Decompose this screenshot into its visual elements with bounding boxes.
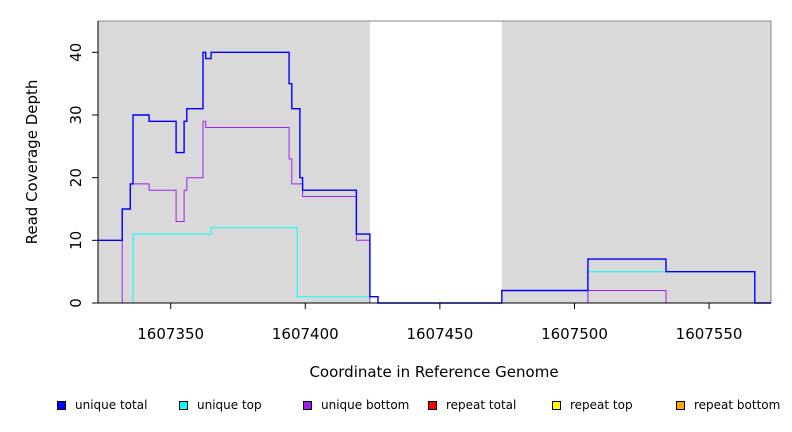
legend-swatch bbox=[303, 400, 312, 410]
legend-label: repeat top bbox=[570, 398, 633, 412]
legend-item-repeat-top: repeat top bbox=[552, 398, 633, 412]
legend-item-unique-total: unique total bbox=[57, 398, 147, 412]
y-tick-label: 0 bbox=[67, 298, 85, 308]
axis-ticks: 1607350 1607400 1607450 1607500 1607550 0 10 20… bbox=[67, 43, 742, 343]
legend-label: unique total bbox=[75, 398, 148, 412]
legend-swatch bbox=[179, 400, 188, 410]
legend-item-unique-bottom: unique bottom bbox=[303, 398, 409, 412]
legend-swatch bbox=[552, 400, 561, 410]
x-axis-label: Coordinate in Reference Genome bbox=[309, 363, 558, 381]
legend-label: unique top bbox=[197, 398, 262, 412]
legend-label: unique bottom bbox=[321, 398, 410, 412]
coverage-chart: 1607350 1607400 1607450 1607500 1607550 0 10 20… bbox=[23, 20, 772, 381]
x-tick-label: 1607400 bbox=[272, 325, 339, 343]
y-tick-label: 40 bbox=[67, 43, 85, 62]
legend-swatch bbox=[676, 400, 685, 410]
legend: unique total unique top unique bottom re… bbox=[0, 398, 792, 420]
x-tick-label: 1607450 bbox=[406, 325, 473, 343]
legend-swatch bbox=[428, 400, 437, 410]
legend-label: repeat total bbox=[446, 398, 517, 412]
y-axis-label: Read Coverage Depth bbox=[23, 80, 41, 245]
y-tick-label: 10 bbox=[67, 231, 85, 250]
plot-frame bbox=[97, 20, 772, 304]
x-tick-label: 1607500 bbox=[541, 325, 608, 343]
x-tick-label: 1607550 bbox=[676, 325, 743, 343]
legend-item-repeat-total: repeat total bbox=[428, 398, 516, 412]
legend-label: repeat bottom bbox=[694, 398, 781, 412]
y-tick-label: 30 bbox=[67, 105, 85, 124]
legend-item-unique-top: unique top bbox=[179, 398, 262, 412]
series-line-unique-total bbox=[98, 51, 771, 304]
legend-item-repeat-bottom: repeat bottom bbox=[676, 398, 780, 412]
x-tick-label: 1607350 bbox=[137, 325, 204, 343]
shaded-regions bbox=[98, 21, 771, 303]
legend-swatch bbox=[57, 400, 66, 410]
y-tick-label: 20 bbox=[67, 168, 85, 187]
shaded-region bbox=[501, 21, 771, 303]
shaded-region bbox=[98, 21, 370, 303]
